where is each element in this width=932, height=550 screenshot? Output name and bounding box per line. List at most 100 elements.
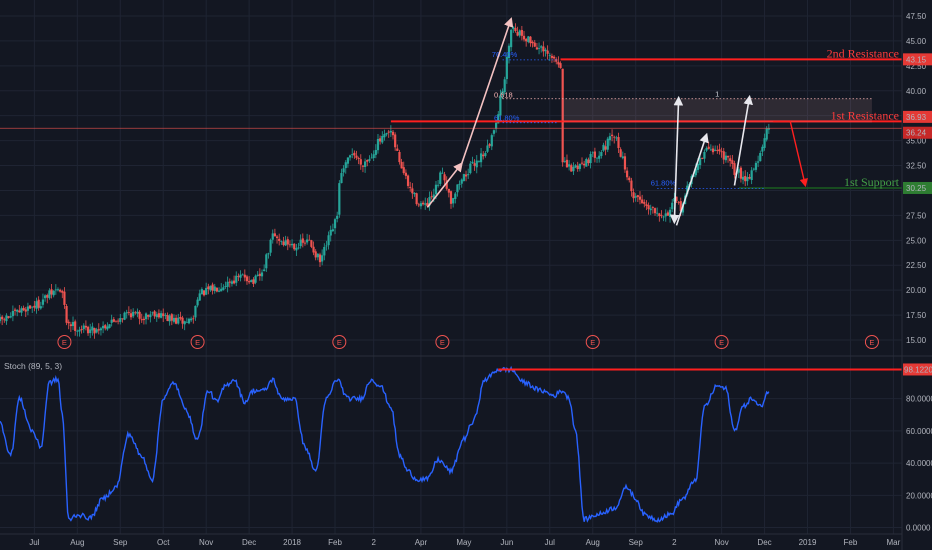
candle-body (243, 274, 246, 278)
candle-body (213, 286, 216, 292)
fib-box-label: 1 (715, 90, 719, 99)
candle-body (175, 317, 178, 324)
earnings-marker[interactable] (714, 335, 729, 349)
candle-body (520, 29, 523, 36)
candle-body (284, 240, 287, 246)
candle-body (406, 175, 410, 186)
candle-body (499, 95, 502, 116)
price-pane[interactable] (0, 23, 770, 339)
candle-body (568, 164, 571, 167)
candle-body (540, 46, 543, 48)
candle-body (694, 168, 697, 176)
candle-body (99, 328, 103, 331)
candle-body (157, 313, 161, 318)
candle-body (389, 130, 392, 133)
stochastic-pane[interactable] (0, 365, 902, 523)
candle-body (202, 290, 206, 296)
candle-body (767, 128, 770, 130)
candle-body (71, 321, 75, 327)
candle-body (396, 148, 399, 151)
candle-body (623, 156, 627, 170)
candle-body (658, 213, 661, 217)
candle-body (617, 137, 620, 149)
candle-body (110, 319, 113, 323)
earnings-marker[interactable] (57, 335, 72, 349)
candle-body (518, 30, 521, 36)
candle-body (74, 321, 77, 331)
candle-body (604, 146, 607, 150)
swing-arrow (675, 132, 709, 226)
earnings-marker[interactable] (435, 335, 450, 349)
price-axis[interactable]: 15.0017.5020.0022.5025.0027.5030.0032.50… (903, 12, 932, 345)
candle-body (333, 219, 337, 229)
time-tick-label: Oct (157, 538, 170, 547)
candle-body (752, 168, 755, 170)
resistance-2nd-tag-text: 43.15 (906, 55, 927, 64)
candle-body (546, 50, 549, 54)
candle-body (344, 162, 347, 169)
candle-body (232, 280, 236, 284)
candle-body (608, 136, 612, 141)
swing-arrow (733, 94, 753, 186)
candle-body (132, 311, 135, 317)
candle-body (166, 315, 169, 322)
candle-body (709, 149, 712, 151)
candle-body (353, 152, 356, 156)
earnings-marker[interactable] (332, 335, 347, 349)
stochastic-axis[interactable]: 0.0000 20.0000 40.0000 60.0000 80.0000 98.122… (903, 363, 932, 533)
earnings-marker[interactable] (190, 335, 205, 349)
candle-body (718, 149, 721, 152)
candle-body (336, 215, 339, 219)
candle-body (18, 310, 21, 313)
candle-body (162, 313, 165, 317)
projection-arrow (773, 120, 808, 188)
price-tick-label: 25.00 (906, 236, 927, 245)
candle-body (331, 229, 334, 232)
candle-body (205, 287, 208, 295)
candle-body (299, 239, 302, 247)
fib-zone (562, 98, 872, 123)
candle-body (402, 167, 405, 173)
candle-body (340, 173, 343, 184)
candle-body (413, 192, 416, 195)
candle-body (63, 291, 66, 305)
candle-body (293, 243, 296, 250)
time-tick-label: Feb (844, 538, 858, 547)
candle-body (641, 199, 644, 204)
candle-body (379, 138, 382, 142)
candle-body (297, 247, 300, 249)
candle-body (177, 317, 180, 324)
candle-body (615, 137, 618, 139)
candle-body (516, 32, 519, 36)
candle-body (391, 131, 395, 136)
earnings-marker[interactable] (864, 335, 879, 349)
candle-body (239, 274, 242, 278)
candle-body (3, 319, 6, 321)
candle-body (93, 328, 96, 334)
candle-body (368, 159, 371, 161)
earnings-marker-label: E (719, 338, 724, 347)
candle-body (739, 167, 743, 179)
candle-body (647, 205, 650, 210)
earnings-marker[interactable] (585, 335, 600, 349)
candle-body (475, 160, 478, 168)
candle-body (0, 317, 2, 322)
candle-body (744, 175, 747, 182)
candle-body (39, 306, 42, 309)
candle-body (172, 317, 176, 322)
stochastic-title: Stoch (89, 5, 3) (4, 361, 62, 371)
candle-body (370, 157, 373, 159)
candle-body (271, 233, 274, 240)
time-tick-label: Nov (199, 538, 213, 547)
time-axis[interactable]: Jul Aug Sep Oct Nov Dec 2018 Feb 2 Apr May Jun Jul Au… (29, 538, 900, 547)
candle-body (492, 130, 496, 134)
candle-body (497, 114, 500, 124)
candle-body (514, 28, 517, 32)
candle-body (46, 295, 49, 298)
candle-body (312, 246, 315, 253)
trend-arrow (460, 17, 514, 164)
candle-body (705, 148, 708, 151)
candle-body (636, 195, 639, 198)
